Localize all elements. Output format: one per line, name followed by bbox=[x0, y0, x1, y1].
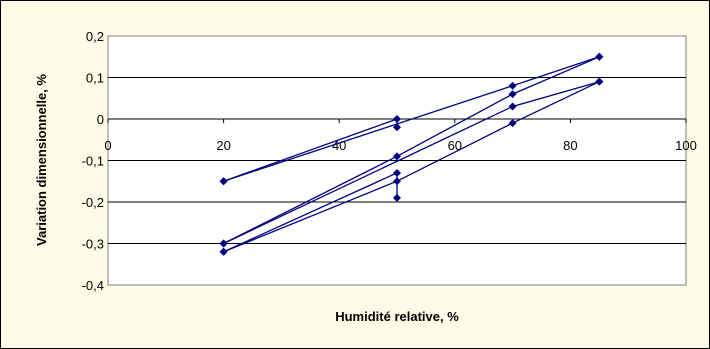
data-point bbox=[219, 177, 228, 186]
data-point bbox=[508, 102, 517, 111]
data-point bbox=[393, 115, 401, 123]
data-point bbox=[508, 90, 517, 99]
y-axis-title: Variation dimensionnelle, % bbox=[34, 74, 49, 246]
y-axis-ticks: 0,2 0,1 0 -0,1 -0,2 -0,3 -0,4 bbox=[82, 29, 104, 293]
x-tick-label: 0 bbox=[104, 138, 111, 153]
data-point bbox=[595, 77, 604, 86]
data-point bbox=[393, 152, 401, 161]
data-point bbox=[219, 239, 228, 248]
data-point bbox=[393, 177, 401, 186]
data-point bbox=[508, 119, 517, 128]
series-line-3 bbox=[223, 56, 600, 245]
x-tick-label: 60 bbox=[448, 138, 462, 153]
x-tick-label: 80 bbox=[563, 138, 577, 153]
y-tick-label: -0,1 bbox=[82, 154, 104, 169]
x-axis-title: Humidité relative, % bbox=[335, 309, 459, 324]
data-point bbox=[393, 193, 401, 202]
y-tick-label: -0,2 bbox=[82, 195, 104, 210]
data-point bbox=[393, 123, 401, 132]
data-point bbox=[219, 247, 228, 256]
y-tick-label: -0,4 bbox=[82, 278, 104, 293]
y-tick-label: 0,2 bbox=[86, 29, 104, 44]
x-tick-label: 20 bbox=[216, 138, 230, 153]
series-group bbox=[219, 52, 604, 256]
data-point bbox=[595, 52, 604, 61]
x-axis-ticks: 0 20 40 60 80 100 bbox=[104, 119, 697, 153]
y-tick-label: -0,3 bbox=[82, 237, 104, 252]
data-point bbox=[393, 168, 401, 177]
y-tick-label: 0,1 bbox=[86, 71, 104, 86]
x-tick-label: 100 bbox=[675, 138, 697, 153]
y-tick-label: 0 bbox=[97, 112, 104, 127]
series-line-5 bbox=[223, 81, 600, 253]
data-point bbox=[508, 81, 517, 90]
